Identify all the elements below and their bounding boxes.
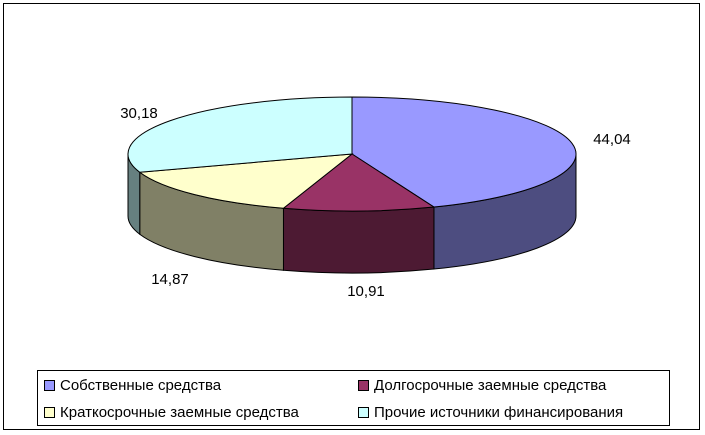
legend-label-2: Краткосрочные заемные средства <box>60 403 299 421</box>
legend-swatch-2 <box>44 406 55 418</box>
legend-swatch-0 <box>44 379 55 391</box>
legend-swatch-1 <box>358 379 369 391</box>
data-label-3: 30,18 <box>120 105 158 122</box>
data-label-0: 44,04 <box>593 131 631 148</box>
legend-label-1: Долгосрочные заемные средства <box>374 376 607 394</box>
pie-slice-1 <box>282 153 436 212</box>
legend-label-3: Прочие источники финансирования <box>374 403 624 421</box>
pie-side-1 <box>282 206 435 274</box>
chart-area: 44,04 10,91 14,87 30,18 Собственные средств… <box>3 3 700 430</box>
legend-item-1: Долгосрочные заемные средства <box>358 375 606 395</box>
pie-top <box>127 96 577 212</box>
pie-slice-2 <box>138 153 354 209</box>
legend-item-2: Краткосрочные заемные средства <box>44 402 299 422</box>
legend-label-0: Собственные средства <box>60 376 222 394</box>
legend-item-0: Собственные средства <box>44 375 221 395</box>
data-label-1: 10,91 <box>347 283 385 300</box>
legend-swatch-3 <box>358 406 369 418</box>
pie-sides <box>127 153 577 274</box>
pie-chart: 44,04 10,91 14,87 30,18 <box>120 96 631 300</box>
legend-item-3: Прочие источники финансирования <box>358 402 623 422</box>
pie-slice-3 <box>127 96 353 173</box>
pie-slice-0 <box>351 96 577 208</box>
data-label-2: 14,87 <box>151 271 189 288</box>
legend: Собственные средства Долгосрочные заемны… <box>37 370 670 426</box>
